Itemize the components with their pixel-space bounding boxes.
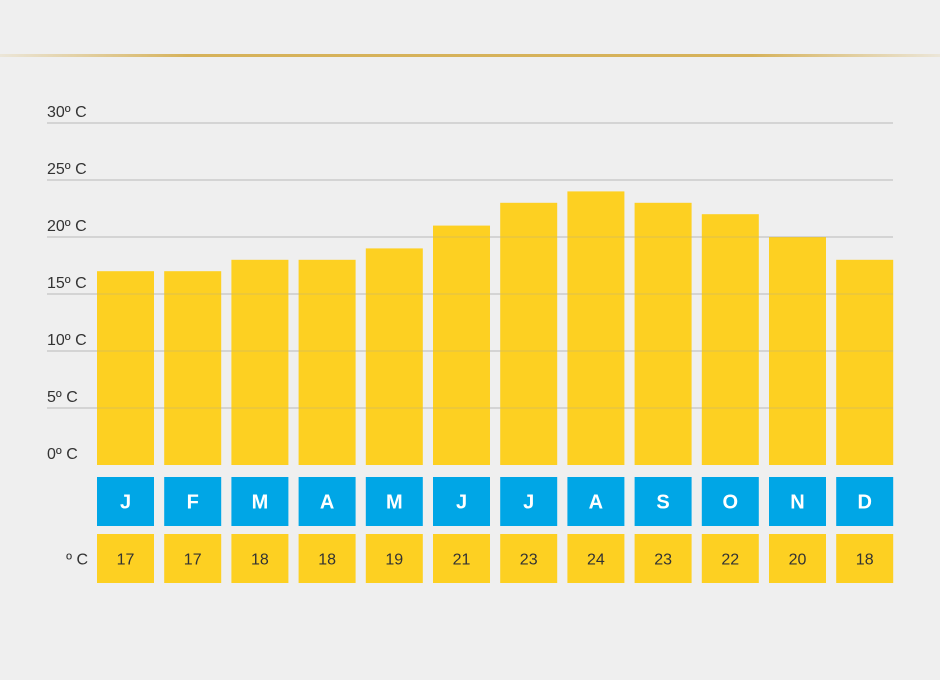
month-box [701, 477, 759, 526]
value-box [634, 534, 692, 583]
month-label: D [857, 492, 871, 514]
month-label: J [120, 492, 131, 514]
bar [769, 237, 826, 465]
bar [365, 248, 423, 465]
bar [567, 191, 625, 465]
data-label: 19 [385, 552, 403, 569]
value-box [500, 534, 558, 583]
bar [634, 202, 692, 466]
y-tick-label: 0º C [47, 446, 78, 463]
bar [701, 214, 759, 465]
month-label: A [589, 492, 603, 514]
data-label: 23 [520, 552, 538, 569]
data-label: 21 [453, 552, 471, 569]
unit-label: º C [66, 552, 88, 569]
value-box [164, 534, 222, 583]
y-tick-label: 10º C [47, 332, 87, 349]
data-label: 20 [789, 552, 807, 569]
bar [836, 259, 894, 465]
value-box [97, 534, 154, 583]
bar [298, 259, 356, 465]
month-box [567, 477, 625, 526]
y-tick-label: 25º C [47, 161, 87, 178]
month-box [634, 477, 692, 526]
y-tick-label: 20º C [47, 218, 87, 235]
bar [500, 202, 558, 466]
bar [164, 271, 222, 465]
month-label: A [320, 492, 334, 514]
month-box [97, 477, 154, 526]
month-label: S [656, 492, 669, 514]
month-box [769, 477, 826, 526]
data-label: 17 [117, 552, 135, 569]
value-box [769, 534, 826, 583]
month-label: F [187, 492, 199, 514]
value-box [567, 534, 625, 583]
y-tick-label: 15º C [47, 275, 87, 292]
data-label: 24 [587, 552, 605, 569]
month-box [164, 477, 222, 526]
month-label: J [523, 492, 534, 514]
value-box [231, 534, 289, 583]
value-box [701, 534, 759, 583]
month-box [500, 477, 558, 526]
y-tick-label: 5º C [47, 389, 78, 406]
month-label: J [456, 492, 467, 514]
value-box [298, 534, 356, 583]
data-label: 18 [318, 552, 336, 569]
value-box [365, 534, 423, 583]
data-label: 18 [251, 552, 269, 569]
month-box [433, 477, 490, 526]
month-label: O [723, 492, 739, 514]
value-box [433, 534, 490, 583]
month-box [231, 477, 289, 526]
month-box [298, 477, 356, 526]
month-label: M [252, 492, 269, 514]
month-box [365, 477, 423, 526]
month-label: N [790, 492, 804, 514]
data-label: 17 [184, 552, 202, 569]
bar [231, 259, 289, 465]
month-label: M [386, 492, 403, 514]
bar [97, 271, 154, 465]
top-divider [0, 54, 940, 57]
bar [433, 225, 490, 465]
value-box [836, 534, 894, 583]
data-label: 23 [654, 552, 672, 569]
data-label: 22 [721, 552, 739, 569]
data-label: 18 [856, 552, 874, 569]
month-box [836, 477, 894, 526]
y-tick-label: 30º C [47, 104, 87, 121]
